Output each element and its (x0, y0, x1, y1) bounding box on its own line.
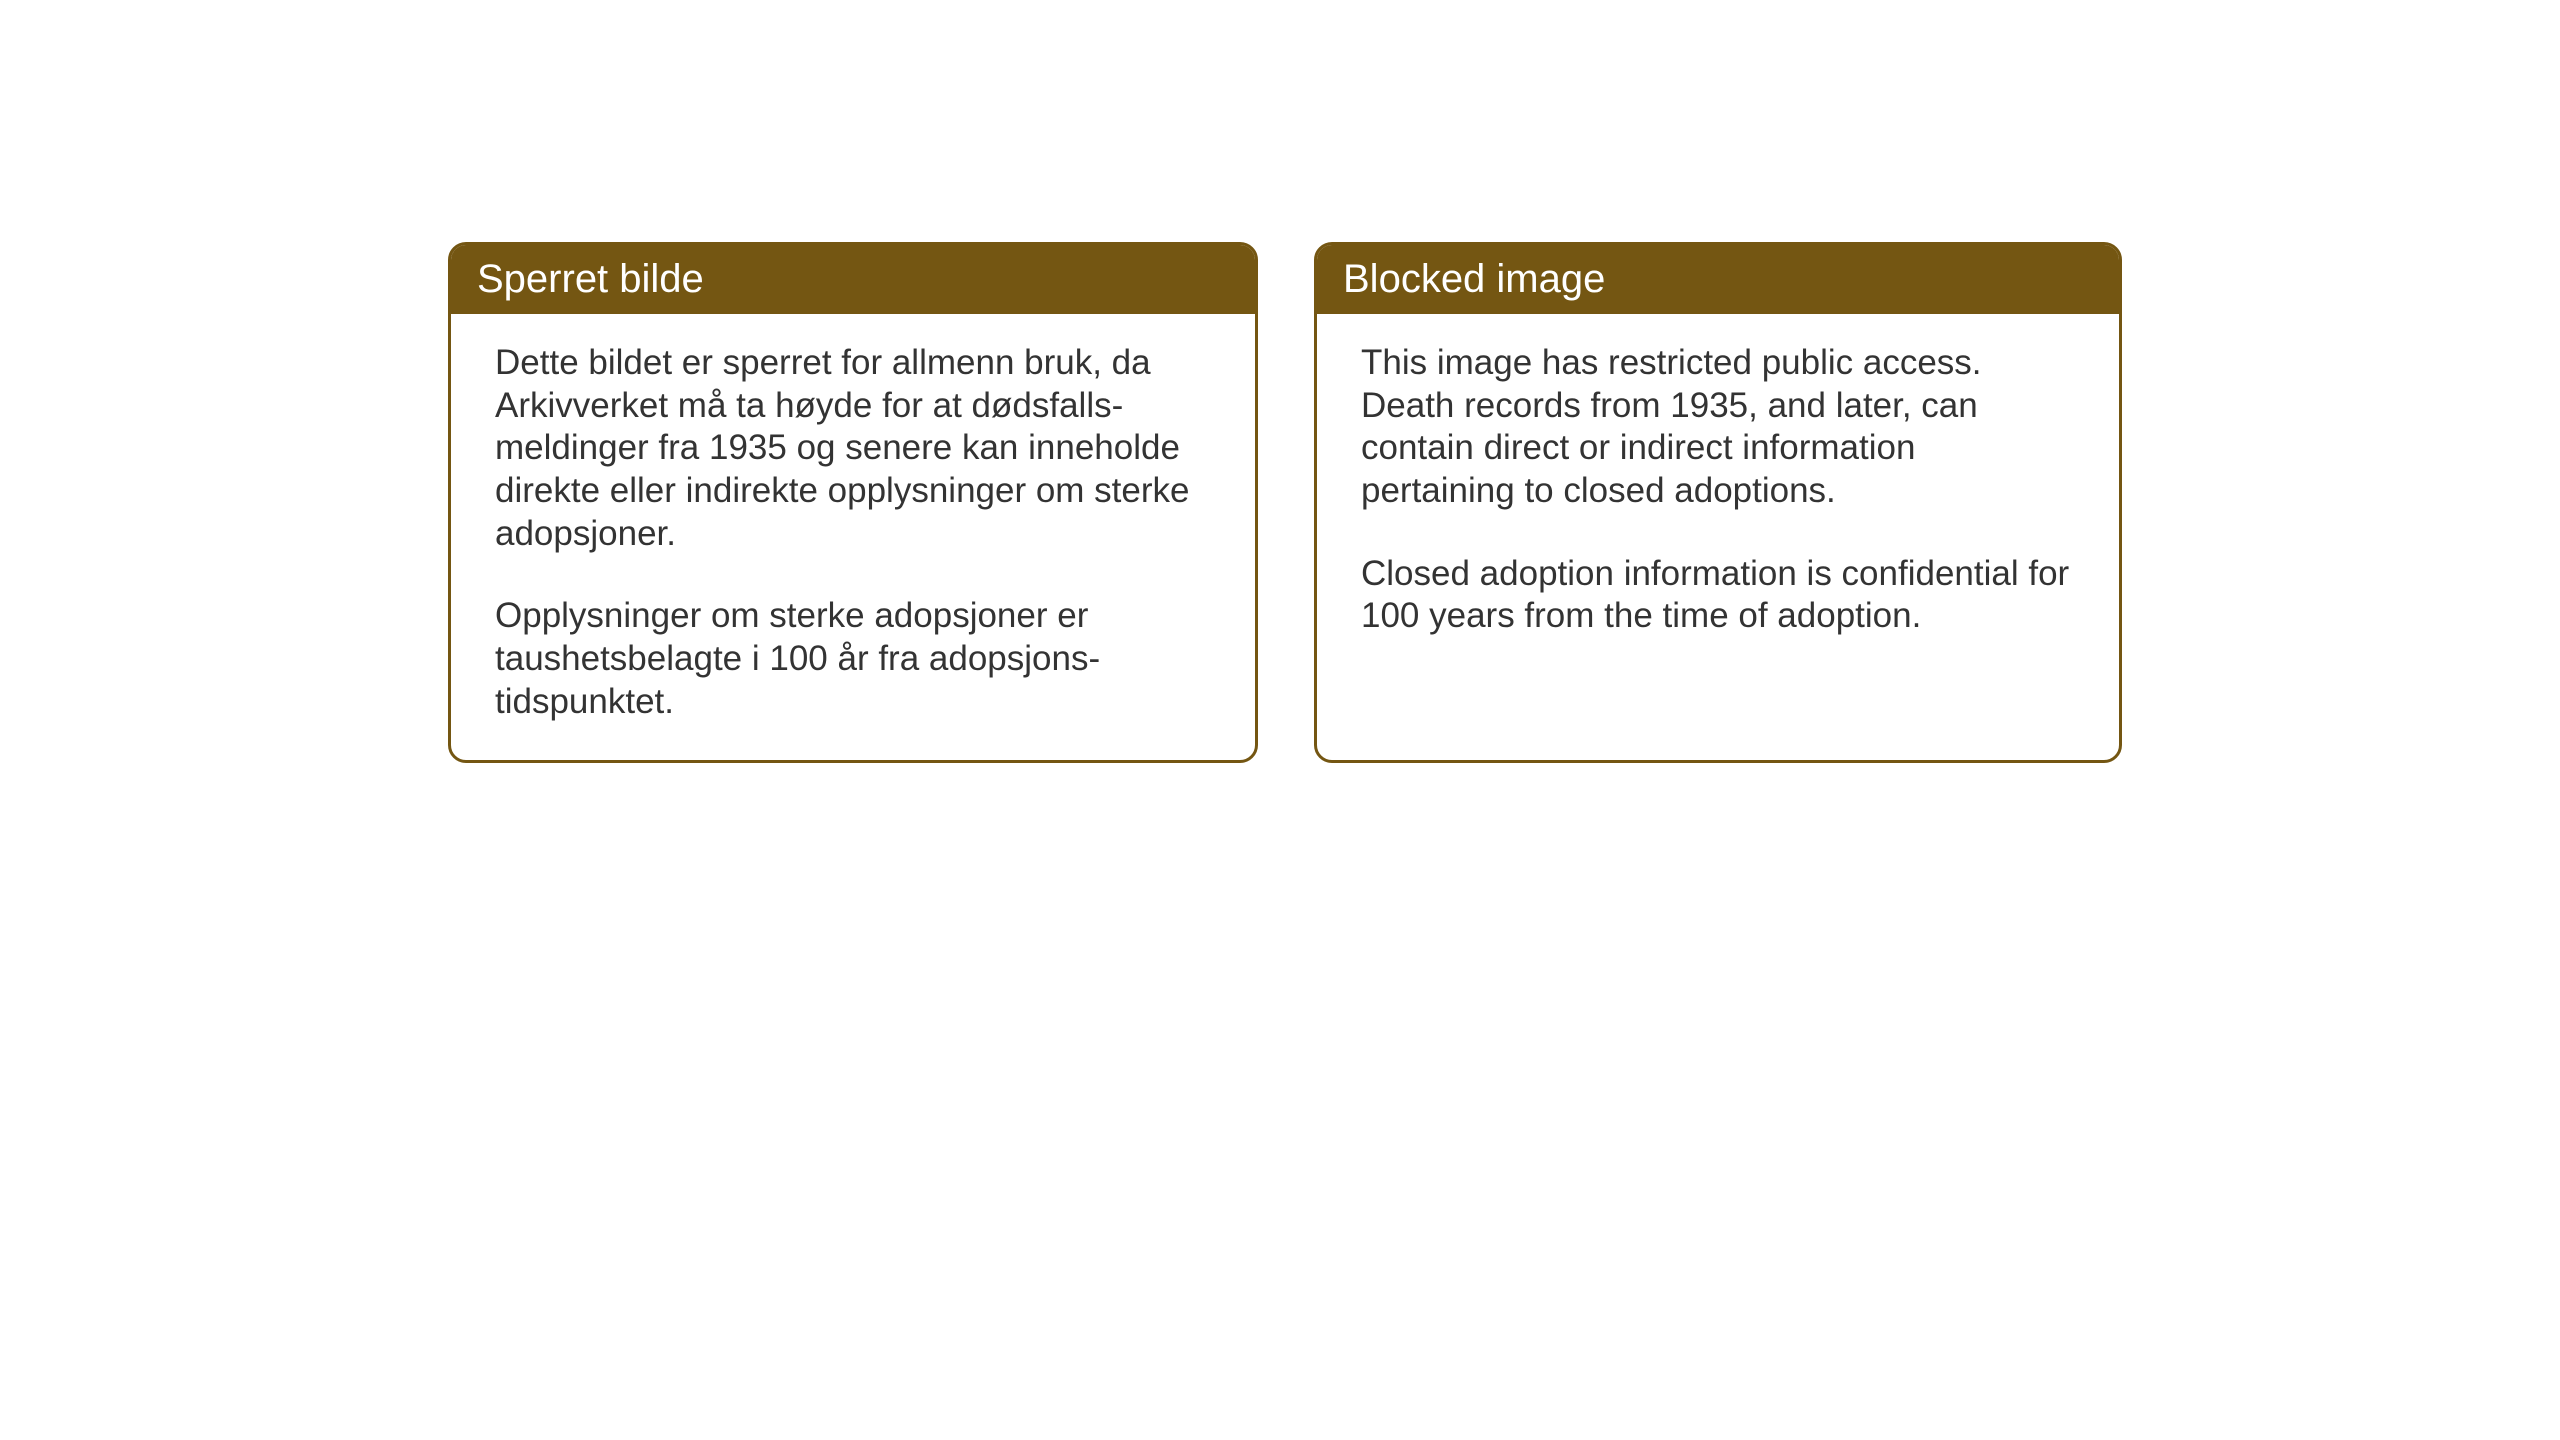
cards-container: Sperret bilde Dette bildet er sperret fo… (448, 242, 2122, 763)
card-header-norwegian: Sperret bilde (451, 245, 1255, 314)
paragraph-1-norwegian: Dette bildet er sperret for allmenn bruk… (495, 342, 1211, 555)
card-english: Blocked image This image has restricted … (1314, 242, 2122, 763)
card-norwegian: Sperret bilde Dette bildet er sperret fo… (448, 242, 1258, 763)
card-body-norwegian: Dette bildet er sperret for allmenn bruk… (451, 314, 1255, 760)
paragraph-1-english: This image has restricted public access.… (1361, 342, 2075, 513)
card-title-english: Blocked image (1343, 257, 1605, 301)
paragraph-2-english: Closed adoption information is confident… (1361, 553, 2075, 638)
card-header-english: Blocked image (1317, 245, 2119, 314)
card-title-norwegian: Sperret bilde (477, 257, 704, 301)
card-body-english: This image has restricted public access.… (1317, 314, 2119, 674)
paragraph-2-norwegian: Opplysninger om sterke adopsjoner er tau… (495, 595, 1211, 723)
